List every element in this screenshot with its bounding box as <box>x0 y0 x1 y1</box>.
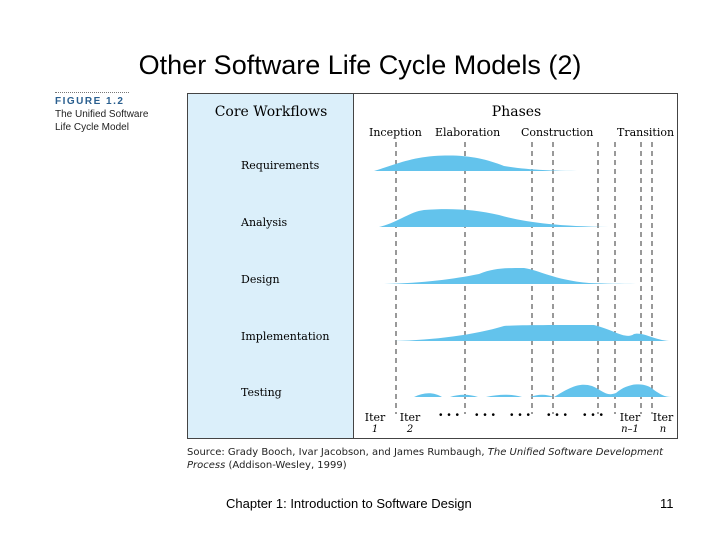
figure-label: FIGURE 1.2 <box>55 96 125 107</box>
figure-title-line-2: Life Cycle Model <box>55 122 129 133</box>
phase-inception: Inception <box>369 126 422 139</box>
iteration-n-minus-1-number: n–1 <box>621 424 639 435</box>
caption-rule <box>55 92 129 93</box>
iteration-ellipsis-3: • • • <box>510 410 532 421</box>
iteration-n-number: n <box>659 424 667 435</box>
source-book-title: The Unified Software Development Process <box>187 447 664 471</box>
iteration-1-top: Iter <box>364 411 386 424</box>
iteration-ellipsis-2: • • • <box>475 410 497 421</box>
phases-heading: Phases <box>491 104 542 120</box>
iteration-n-minus-1-top: Iter <box>619 411 641 424</box>
iteration-1-label: Iter 1 <box>364 412 386 436</box>
workflow-analysis: Analysis <box>241 216 288 229</box>
core-workflows-heading: Core Workflows <box>214 104 328 120</box>
workflow-effort-chart <box>374 142 672 414</box>
slide-title: Other Software Life Cycle Models (2) <box>138 50 582 80</box>
requirements-effort-area <box>374 155 589 171</box>
iteration-2-number: 2 <box>406 424 414 435</box>
figure-caption: FIGURE 1.2 The Unified Software Life Cyc… <box>55 92 185 134</box>
page-number: 11 <box>660 496 674 511</box>
iteration-n-top: Iter <box>652 411 674 424</box>
workflow-testing: Testing <box>241 386 282 399</box>
source-suffix: (Addison-Wesley, 1999) <box>225 460 347 471</box>
workflow-requirements: Requirements <box>241 159 320 172</box>
iteration-ellipsis-1: • • • <box>439 410 461 421</box>
slide-footer: Chapter 1: Introduction to Software Desi… <box>226 496 472 511</box>
figure-source-note: Source: Grady Booch, Ivar Jacobson, and … <box>187 446 667 472</box>
phase-transition: Transition <box>617 126 675 139</box>
iteration-n-minus-1-label: Iter n–1 <box>617 412 643 436</box>
phase-elaboration: Elaboration <box>435 126 501 139</box>
core-workflows-panel <box>188 94 354 438</box>
phase-construction: Construction <box>521 126 594 139</box>
iteration-ellipsis-4: • • • <box>547 410 569 421</box>
source-prefix: Source: Grady Booch, Ivar Jacobson, and … <box>187 447 488 458</box>
iteration-1-number: 1 <box>371 424 379 435</box>
figure-title-line-1: The Unified Software <box>55 109 149 120</box>
workflow-design: Design <box>241 273 280 286</box>
unified-process-diagram: Core Workflows Phases Inception Elaborat… <box>187 93 678 439</box>
iteration-2-top: Iter <box>399 411 421 424</box>
implementation-effort-area <box>394 325 669 341</box>
design-effort-area <box>384 268 659 284</box>
workflow-implementation: Implementation <box>241 330 330 343</box>
iteration-n-label: Iter n <box>651 412 675 436</box>
analysis-effort-area <box>379 209 609 227</box>
testing-effort-area <box>414 384 672 397</box>
iteration-2-label: Iter 2 <box>399 412 421 436</box>
iteration-ellipsis-5: • • • <box>583 410 605 421</box>
